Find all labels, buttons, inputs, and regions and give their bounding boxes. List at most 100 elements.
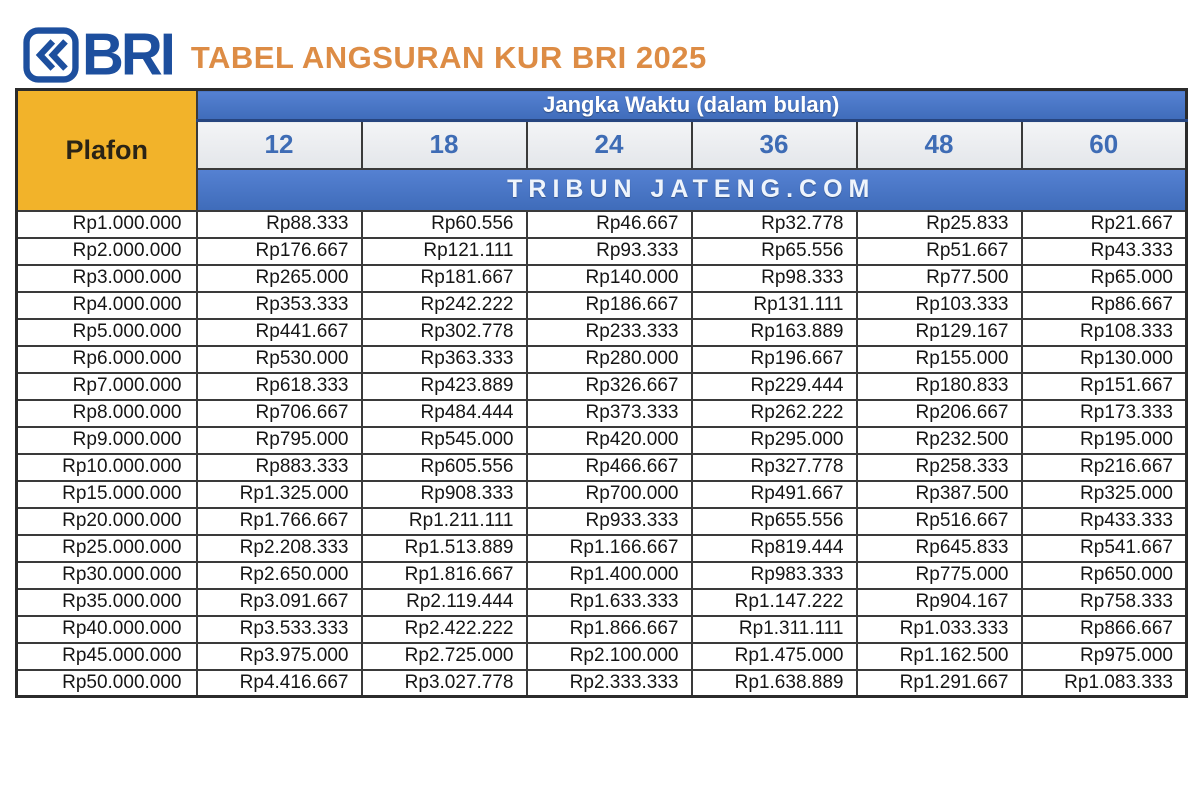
table-row: Rp6.000.000 Rp530.000 Rp363.333 Rp280.000 Rp…	[15, 344, 1188, 374]
installment-cell: Rp819.444	[690, 533, 858, 563]
installment-cell: Rp433.333	[1020, 506, 1188, 536]
installment-cell: Rp32.778	[690, 209, 858, 239]
installment-cell: Rp373.333	[525, 398, 693, 428]
installment-cell: Rp93.333	[525, 236, 693, 266]
installment-cell: Rp1.325.000	[195, 479, 363, 509]
installment-cell: Rp1.400.000	[525, 560, 693, 590]
installment-cell: Rp121.111	[360, 236, 528, 266]
installment-cell: Rp2.422.222	[360, 614, 528, 644]
table-row: Rp2.000.000 Rp176.667 Rp121.111 Rp93.333 Rp6…	[15, 236, 1188, 266]
installment-cell: Rp163.889	[690, 317, 858, 347]
installment-cell: Rp1.147.222	[690, 587, 858, 617]
installment-cell: Rp327.778	[690, 452, 858, 482]
installment-cell: Rp2.119.444	[360, 587, 528, 617]
plafon-cell: Rp6.000.000	[15, 344, 198, 374]
installment-cell: Rp1.083.333	[1020, 668, 1188, 698]
installment-cell: Rp530.000	[195, 344, 363, 374]
installment-cell: Rp25.833	[855, 209, 1023, 239]
installment-cell: Rp700.000	[525, 479, 693, 509]
table-row: Rp3.000.000 Rp265.000 Rp181.667 Rp140.000 Rp…	[15, 263, 1188, 293]
installment-cell: Rp65.556	[690, 236, 858, 266]
tenor-header-row: 12 18 24 36 48 60	[17, 119, 1188, 170]
installment-cell: Rp363.333	[360, 344, 528, 374]
installment-cell: Rp1.766.667	[195, 506, 363, 536]
installment-cell: Rp1.866.667	[525, 614, 693, 644]
plafon-cell: Rp5.000.000	[15, 317, 198, 347]
table-row: Rp4.000.000 Rp353.333 Rp242.222 Rp186.667 Rp…	[15, 290, 1188, 320]
installment-cell: Rp516.667	[855, 506, 1023, 536]
installment-cell: Rp155.000	[855, 344, 1023, 374]
table-row: Rp50.000.000 Rp4.416.667 Rp3.027.778 Rp2.33…	[15, 668, 1188, 698]
installment-cell: Rp242.222	[360, 290, 528, 320]
installment-cell: Rp2.333.333	[525, 668, 693, 698]
installment-cell: Rp605.556	[360, 452, 528, 482]
installment-cell: Rp262.222	[690, 398, 858, 428]
installment-cell: Rp706.667	[195, 398, 363, 428]
installment-cell: Rp655.556	[690, 506, 858, 536]
installment-cell: Rp229.444	[690, 371, 858, 401]
installment-cell: Rp173.333	[1020, 398, 1188, 428]
installment-cell: Rp326.667	[525, 371, 693, 401]
plafon-cell: Rp35.000.000	[15, 587, 198, 617]
installment-cell: Rp216.667	[1020, 452, 1188, 482]
table-row: Rp30.000.000 Rp2.650.000 Rp1.816.667 Rp1.40…	[15, 560, 1188, 590]
installment-cell: Rp295.000	[690, 425, 858, 455]
installment-table: Plafon Jangka Waktu (dalam bulan) 12 18 24…	[15, 88, 1188, 698]
installment-cell: Rp140.000	[525, 263, 693, 293]
installment-cell: Rp1.513.889	[360, 533, 528, 563]
installment-cell: Rp302.778	[360, 317, 528, 347]
installment-cell: Rp206.667	[855, 398, 1023, 428]
tenor-header-24: 24	[525, 119, 693, 170]
group-header-row: Plafon Jangka Waktu (dalam bulan)	[15, 88, 1188, 212]
tenor-header-60: 60	[1020, 119, 1188, 170]
installment-cell: Rp758.333	[1020, 587, 1188, 617]
installment-cell: Rp2.208.333	[195, 533, 363, 563]
plafon-cell: Rp9.000.000	[15, 425, 198, 455]
plafon-cell: Rp1.000.000	[15, 209, 198, 239]
installment-cell: Rp545.000	[360, 425, 528, 455]
tenor-header-12: 12	[195, 119, 363, 170]
installment-cell: Rp180.833	[855, 371, 1023, 401]
installment-cell: Rp775.000	[855, 560, 1023, 590]
installment-cell: Rp1.633.333	[525, 587, 693, 617]
table-row: Rp25.000.000 Rp2.208.333 Rp1.513.889 Rp1.16…	[15, 533, 1188, 563]
installment-cell: Rp60.556	[360, 209, 528, 239]
table-row: Rp1.000.000 Rp88.333 Rp60.556 Rp46.667 Rp32.…	[15, 209, 1188, 239]
plafon-cell: Rp2.000.000	[15, 236, 198, 266]
installment-cell: Rp280.000	[525, 344, 693, 374]
installment-cell: Rp3.027.778	[360, 668, 528, 698]
installment-cell: Rp795.000	[195, 425, 363, 455]
installment-cell: Rp258.333	[855, 452, 1023, 482]
plafon-cell: Rp10.000.000	[15, 452, 198, 482]
installment-cell: Rp908.333	[360, 479, 528, 509]
installment-cell: Rp3.091.667	[195, 587, 363, 617]
plafon-cell: Rp20.000.000	[15, 506, 198, 536]
installment-cell: Rp387.500	[855, 479, 1023, 509]
plafon-cell: Rp3.000.000	[15, 263, 198, 293]
installment-cell: Rp1.291.667	[855, 668, 1023, 698]
installment-cell: Rp233.333	[525, 317, 693, 347]
installment-cell: Rp541.667	[1020, 533, 1188, 563]
table-row: Rp8.000.000 Rp706.667 Rp484.444 Rp373.333 Rp…	[15, 398, 1188, 428]
page-header: BRI TABEL ANGSURAN KUR BRI 2025	[0, 0, 1200, 88]
installment-cell: Rp2.725.000	[360, 641, 528, 671]
plafon-cell: Rp45.000.000	[15, 641, 198, 671]
bri-logo-icon	[23, 27, 79, 83]
installment-cell: Rp883.333	[195, 452, 363, 482]
installment-cell: Rp77.500	[855, 263, 1023, 293]
installment-cell: Rp195.000	[1020, 425, 1188, 455]
watermark-label: TRIBUN JATENG.COM	[195, 167, 1188, 212]
installment-cell: Rp904.167	[855, 587, 1023, 617]
installment-cell: Rp129.167	[855, 317, 1023, 347]
installment-cell: Rp420.000	[525, 425, 693, 455]
table-body: Rp1.000.000 Rp88.333 Rp60.556 Rp46.667 Rp32.…	[15, 209, 1188, 698]
installment-cell: Rp181.667	[360, 263, 528, 293]
installment-cell: Rp88.333	[195, 209, 363, 239]
installment-cell: Rp65.000	[1020, 263, 1188, 293]
installment-cell: Rp866.667	[1020, 614, 1188, 644]
installment-cell: Rp933.333	[525, 506, 693, 536]
plafon-cell: Rp25.000.000	[15, 533, 198, 563]
installment-cell: Rp3.975.000	[195, 641, 363, 671]
plafon-cell: Rp30.000.000	[15, 560, 198, 590]
installment-cell: Rp176.667	[195, 236, 363, 266]
